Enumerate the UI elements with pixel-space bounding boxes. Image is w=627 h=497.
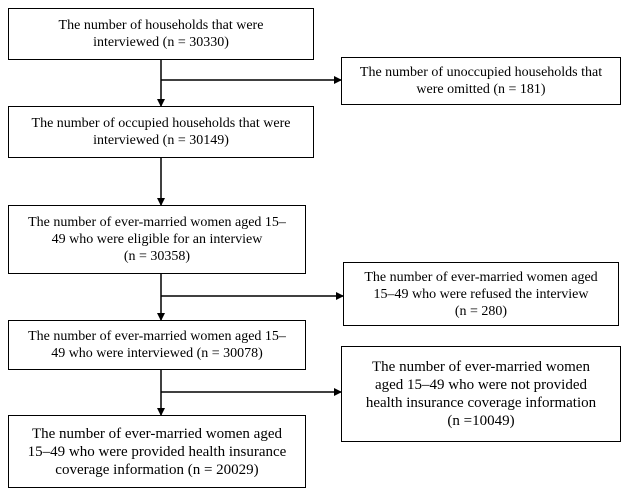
box3-line-2: 49 who were eligible for an interview: [51, 232, 263, 247]
excl3-line-1: The number of ever-married women: [372, 359, 590, 375]
occupied-households-box: The number of occupied households that w…: [8, 106, 314, 158]
excl1-line-2: were omitted (n = 181): [416, 82, 546, 97]
box4-line-1: The number of ever-married women aged 15…: [28, 329, 286, 344]
box1-line-2: interviewed (n = 30330): [93, 35, 229, 50]
excl3-line-2: aged 15–49 who were not provided: [374, 377, 587, 393]
interviewed-women-box: The number of ever-married women aged 15…: [8, 320, 306, 370]
excl1-line-1: The number of unoccupied households that: [359, 65, 603, 80]
provided-coverage-box: The number of ever-married women aged 15…: [8, 415, 306, 488]
excl3-line-4: (n =10049): [447, 413, 515, 429]
excl3-line-3: health insurance coverage information: [365, 395, 597, 411]
excl2-line-1: The number of ever-married women aged: [364, 269, 598, 285]
refused-interview-box: The number of ever-married women aged 15…: [343, 262, 619, 326]
eligible-women-box: The number of ever-married women aged 15…: [8, 205, 306, 274]
not-provided-coverage-box: The number of ever-married women aged 15…: [341, 346, 621, 442]
box1-line-1: The number of households that were: [58, 18, 264, 33]
box3-line-3: (n = 30358): [123, 249, 191, 264]
box5-line-1: The number of ever-married women aged: [31, 425, 282, 442]
box2-line-2: interviewed (n = 30149): [93, 133, 229, 148]
households-interviewed-box: The number of households that were inter…: [8, 8, 314, 60]
box2-line-1: The number of occupied households that w…: [31, 116, 291, 131]
box5-line-3: coverage information (n = 20029): [55, 461, 259, 478]
box4-line-2: 49 who were interviewed (n = 30078): [51, 346, 263, 361]
excl2-line-2: 15–49 who were refused the interview: [373, 286, 589, 302]
box5-line-2: 15–49 who were provided health insurance: [27, 443, 287, 460]
excl2-line-3: (n = 280): [454, 303, 508, 319]
unoccupied-households-box: The number of unoccupied households that…: [341, 57, 621, 105]
box3-line-1: The number of ever-married women aged 15…: [28, 215, 286, 230]
